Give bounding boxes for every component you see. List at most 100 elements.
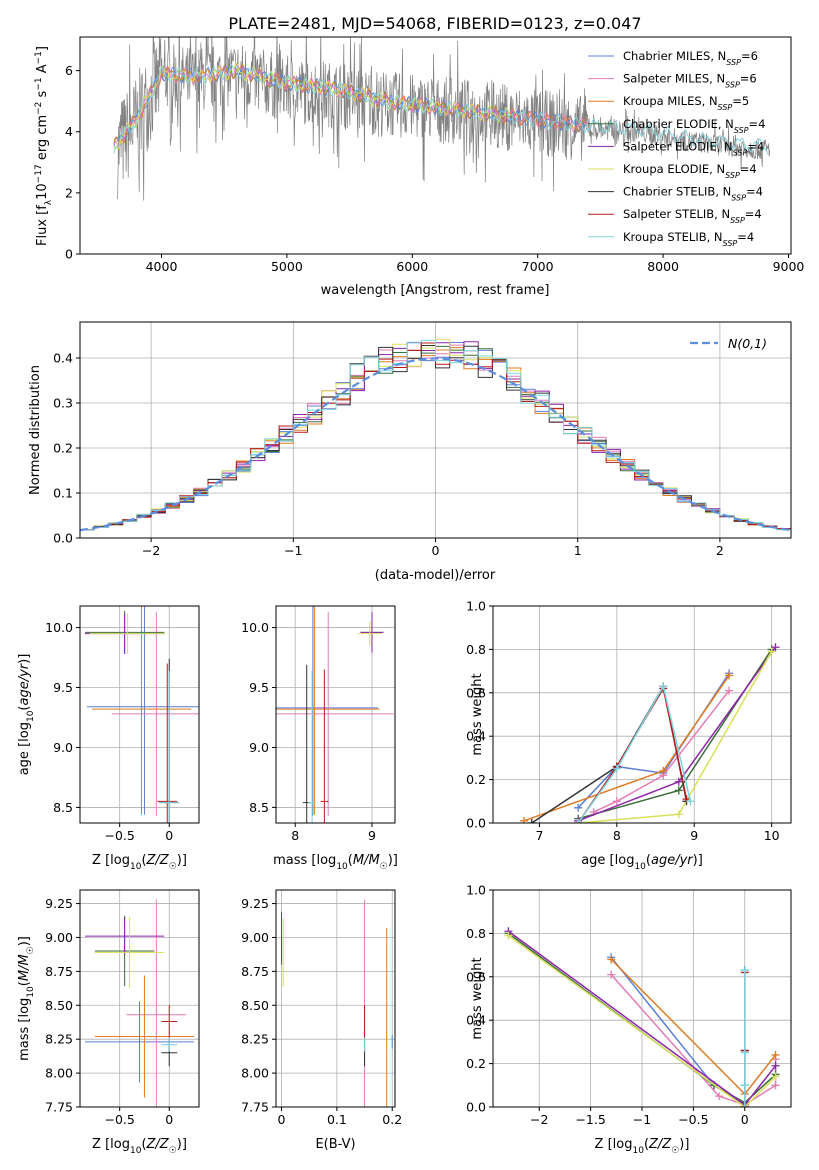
label-part: ( <box>348 853 353 868</box>
label-part: −1 <box>34 51 44 64</box>
legend-entry-label: Chabrier MILES, NSSP=6 <box>623 49 758 67</box>
label-part: Flux [f <box>35 205 50 246</box>
mass-weight-marker <box>519 816 528 823</box>
y-axis-label: Flux [fλ10−17 erg cm−2 s−1 A−1] <box>34 46 54 246</box>
x-tick-label: 2 <box>716 543 724 558</box>
y-axis-label: Normed distribution <box>28 365 43 495</box>
x-tick-label: 8000 <box>647 259 679 274</box>
y-tick-label: 8.5 <box>53 800 73 815</box>
mass-vs-metallicity-panel: −0.5 07.758.008.258.508.759.009.25Z [log1… <box>17 889 200 1156</box>
label-part: Z [log <box>92 853 130 868</box>
mass-weight-marker <box>715 1092 724 1101</box>
spectrum-panel: 4000 5000 6000 7000 8000 9000 0 2 4 6 Chabrier MIL… <box>34 36 805 298</box>
x-tick-label: −1 <box>633 1112 651 1127</box>
axes-frame <box>79 36 792 255</box>
residuals-panel: −2 −1 0 1 2 0.0 0.1 0.2 0.3 0.4 N(0,1) (data-model)… <box>28 321 792 583</box>
y-tick-label: 2 <box>65 185 73 200</box>
x-tick-label: 7000 <box>522 259 554 274</box>
y-tick-label: 0.2 <box>466 772 486 787</box>
legend-entry-label: Kroupa MILES, NSSP=5 <box>623 94 749 112</box>
legend-name: Salpeter STELIB, N <box>623 207 730 221</box>
label-part: age [log <box>17 722 32 775</box>
y-tick-label: 0.1 <box>53 486 73 501</box>
legend-value: =5 <box>732 94 749 108</box>
mass-weight-marker <box>740 1081 749 1090</box>
x-tick-label: 0.1 <box>327 1112 347 1127</box>
mass-weight-marker <box>725 686 734 695</box>
x-tick-label: 7 <box>535 828 543 843</box>
legend-name: Chabrier STELIB, N <box>623 185 731 199</box>
label-part: Z [log <box>595 1137 633 1152</box>
mass-vs-extinction-panel: 0 0.1 0.2 7.75 8.00 8.25 8.50 8.75 9.00 9.25 E(B-V… <box>241 889 402 1152</box>
y-axis-label: mass weight <box>470 957 485 1039</box>
x-tick-label: 8 <box>613 828 621 843</box>
y-tick-label: 7.75 <box>45 1100 73 1115</box>
legend: Chabrier MILES, NSSP=6 Salpeter MILES, NS… <box>588 49 765 247</box>
x-tick-label: 4000 <box>146 259 178 274</box>
label-part: )] <box>177 1137 187 1152</box>
x-tick-label: −1 <box>284 543 302 558</box>
legend-name: Kroupa STELIB, N <box>623 230 723 244</box>
x-tick-label: −1.5 <box>575 1112 605 1127</box>
x-tick-label: 9000 <box>773 259 805 274</box>
mass-weight-marker <box>771 1081 780 1090</box>
x-tick-label: 6000 <box>396 259 428 274</box>
y-tick-label: 0.2 <box>466 1056 486 1071</box>
label-part: ☉ <box>169 862 177 872</box>
observed-spectrum-line <box>117 37 771 201</box>
label-part: erg cm <box>35 115 50 164</box>
legend-name: Salpeter ELODIE, N <box>623 139 733 153</box>
legend-sub: SSP <box>730 216 745 225</box>
y-tick-label: 8.50 <box>241 998 269 1013</box>
mass-weight-marker <box>527 819 536 823</box>
legend-sub: SSP <box>725 171 740 180</box>
y-tick-label: 8.50 <box>45 998 73 1013</box>
plot-area <box>84 899 195 1107</box>
mass-weight-marker <box>504 931 513 940</box>
legend-value: =4 <box>745 207 762 221</box>
mass-weight-marker <box>659 766 668 775</box>
y-tick-label: 9.5 <box>249 680 269 695</box>
y-tick-label: 1.0 <box>466 599 486 614</box>
x-tick-label: −2 <box>142 543 160 558</box>
x-tick-label: 0.2 <box>382 1112 402 1127</box>
label-part: 10 <box>130 862 142 872</box>
mass-weight-marker <box>740 1103 749 1107</box>
legend-entry-label: Salpeter ELODIE, NSSP=4 <box>623 139 764 157</box>
legend-name: Kroupa MILES, N <box>623 94 718 108</box>
label-part: )] <box>177 853 187 868</box>
label-part: mass [log <box>273 853 336 868</box>
label-part: M/M <box>353 853 380 868</box>
legend-sub: SSP <box>725 80 740 89</box>
y-tick-label: 8.25 <box>45 1032 73 1047</box>
legend-name: Chabrier ELODIE, N <box>623 117 734 131</box>
y-tick-label: 4 <box>65 124 73 139</box>
legend-entry-label: Salpeter MILES, NSSP=6 <box>623 72 757 90</box>
label-part: )] <box>17 936 32 946</box>
y-tick-label: 0 <box>65 247 73 262</box>
mass-weight-line <box>531 684 688 823</box>
legend-value: =6 <box>741 49 758 63</box>
mass-weight-line <box>577 646 777 822</box>
label-part: mass [log <box>17 998 32 1061</box>
mass-weight-marker <box>771 1050 780 1059</box>
plot-area <box>281 899 393 1107</box>
label-part: A <box>35 64 50 77</box>
plot-area <box>84 606 199 823</box>
x-tick-label: 0 <box>278 1112 286 1127</box>
axes-frame <box>275 889 396 1108</box>
label-part: 10 <box>336 862 348 872</box>
legend-value: =4 <box>740 162 757 176</box>
legend-entry-label: Salpeter STELIB, NSSP=4 <box>623 207 762 225</box>
y-tick-label: 8.00 <box>241 1066 269 1081</box>
legend-sub: SSP <box>726 58 741 67</box>
label-part: ( <box>141 853 146 868</box>
label-part: M/M <box>17 954 32 981</box>
mass-weight-marker <box>607 955 616 964</box>
model-spectrum-line <box>113 63 770 155</box>
x-axis-label: E(B-V) <box>315 1137 355 1152</box>
axes-frame <box>79 605 200 824</box>
label-part: age/yr <box>17 662 32 705</box>
legend-value: =4 <box>749 117 766 131</box>
y-tick-label: 8.00 <box>45 1066 73 1081</box>
